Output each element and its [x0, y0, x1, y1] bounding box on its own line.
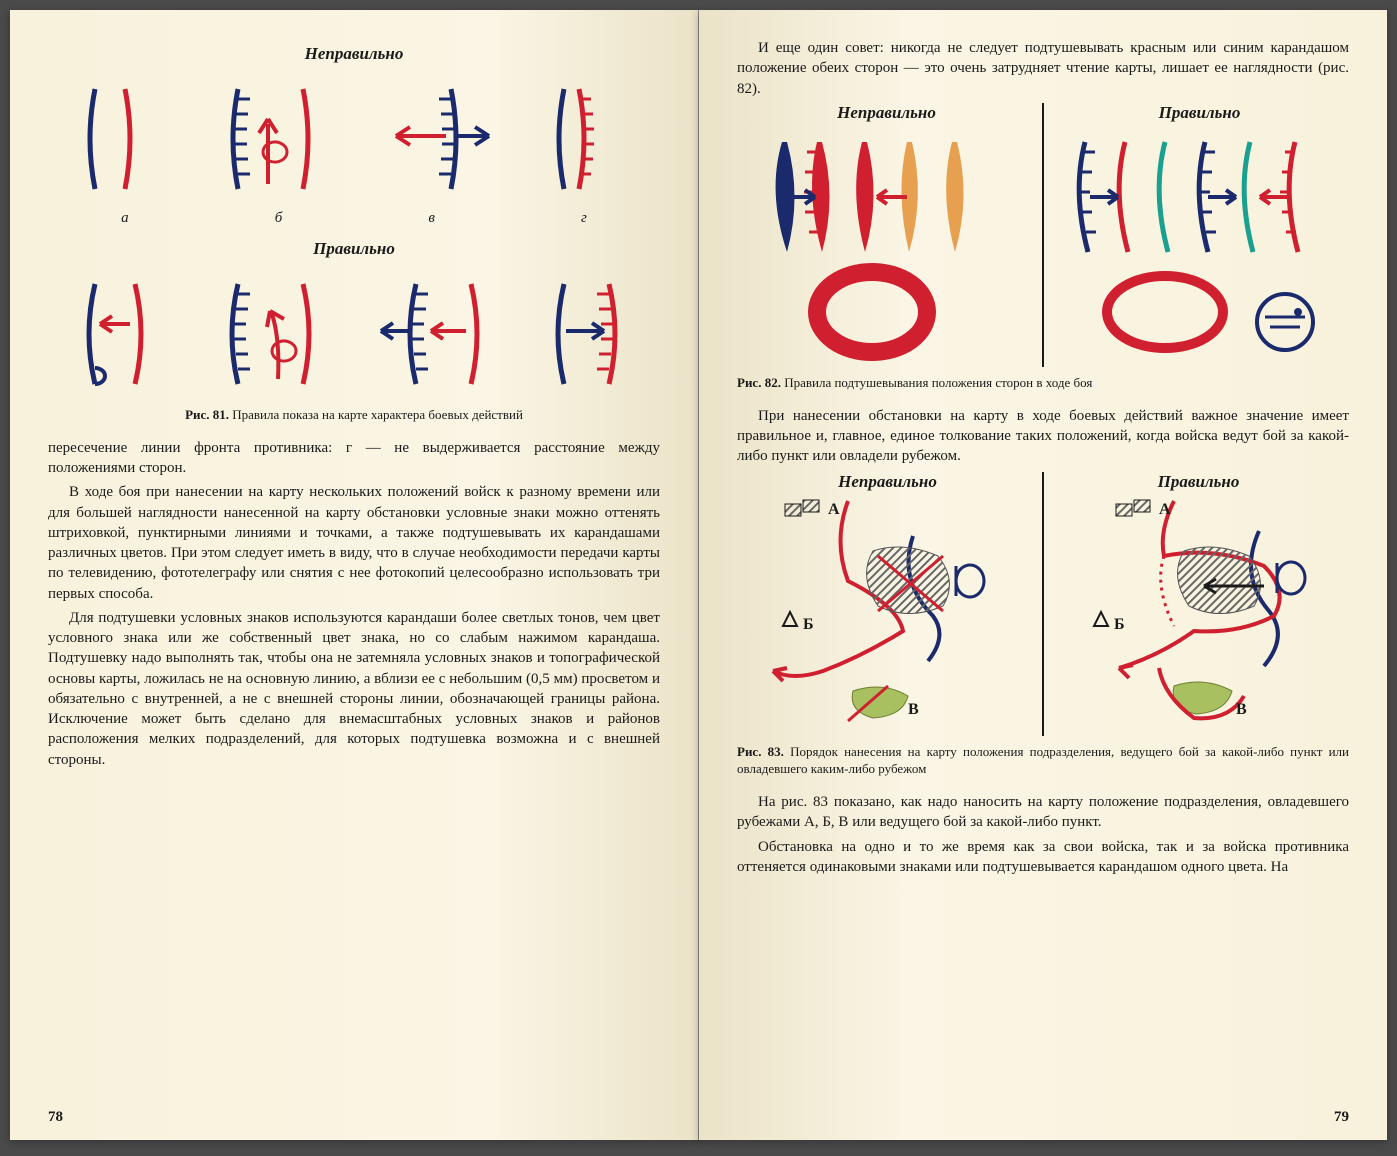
- right-para2: При нанесении обстановки на карту в ходе…: [737, 406, 1349, 467]
- left-para3: Для подтушевки условных знаков использую…: [48, 608, 660, 770]
- right-para1-text: И еще один совет: никогда не следует под…: [737, 40, 1349, 97]
- fig82: Неправильно: [737, 103, 1349, 367]
- fig83-caption-text: Порядок нанесения на карту положения под…: [737, 744, 1349, 776]
- fig81-sublabels: а б в г: [48, 210, 660, 227]
- fig83-caption: Рис. 83. Порядок нанесения на карту поло…: [737, 744, 1349, 778]
- page-number-right: 79: [1334, 1109, 1349, 1126]
- page-number-left: 78: [48, 1109, 63, 1126]
- fig82-correct-svg: [1060, 127, 1340, 362]
- fig81-a-correct: [65, 269, 175, 399]
- fig81-v-correct: [371, 269, 501, 399]
- left-para2: В ходе боя при нанесении на карту нескол…: [48, 482, 660, 604]
- book-spread: Неправильно: [10, 10, 1387, 1140]
- svg-text:В: В: [1236, 701, 1247, 718]
- fig82-caption: Рис. 82. Правила подтушевывания положени…: [737, 375, 1349, 392]
- fig82-separator: [1042, 103, 1044, 367]
- right-para1: И еще один совет: никогда не следует под…: [737, 38, 1349, 99]
- fig81-a-wrong: [65, 74, 175, 204]
- fig81-correct-row: [48, 269, 660, 399]
- fig82-correct-col: Правильно: [1050, 103, 1349, 367]
- left-para1: пересечение линии фронта противника: г —…: [48, 438, 660, 479]
- svg-text:В: В: [908, 701, 919, 718]
- svg-text:А: А: [828, 501, 840, 518]
- left-para3-text: Для подтушевки условных знаков использую…: [48, 610, 660, 768]
- fig83-wrong-col: Неправильно: [737, 472, 1038, 736]
- fig81-b-correct: [208, 269, 338, 399]
- fig83-caption-bold: Рис. 83.: [737, 744, 784, 759]
- fig81-caption-text: Правила показа на карте характера боевых…: [229, 407, 523, 422]
- fig81-wrong-title: Неправильно: [48, 44, 660, 64]
- fig83: Неправильно: [737, 472, 1349, 736]
- fig81-wrong-row: [48, 74, 660, 204]
- right-para4-text: Обстановка на одно и то же время как за …: [737, 839, 1349, 875]
- fig83-correct-title: Правильно: [1048, 472, 1349, 492]
- page-right: И еще один совет: никогда не следует под…: [699, 10, 1387, 1140]
- fig81-g-wrong: [534, 74, 644, 204]
- fig81-b-wrong: [208, 74, 338, 204]
- fig83-wrong-title: Неправильно: [737, 472, 1038, 492]
- fig83-wrong-svg: А Б В: [753, 496, 1023, 731]
- fig83-correct-svg: А Б В: [1064, 496, 1334, 731]
- fig82-caption-text: Правила подтушевывания положения сторон …: [781, 375, 1092, 390]
- fig81-v-wrong: [371, 74, 501, 204]
- right-para4: Обстановка на одно и то же время как за …: [737, 837, 1349, 878]
- right-para3-text: На рис. 83 показано, как надо наносить н…: [737, 794, 1349, 830]
- page-left: Неправильно: [10, 10, 699, 1140]
- fig81-label-g: г: [581, 210, 587, 227]
- fig81-correct-title: Правильно: [48, 239, 660, 259]
- fig81-label-v: в: [428, 210, 435, 227]
- fig81-label-b: б: [275, 210, 283, 227]
- fig82-correct-title: Правильно: [1050, 103, 1349, 123]
- fig83-correct-col: Правильно: [1048, 472, 1349, 736]
- svg-text:А: А: [1159, 501, 1171, 518]
- svg-text:Б: Б: [1114, 616, 1125, 633]
- fig82-caption-bold: Рис. 82.: [737, 375, 781, 390]
- fig81-caption: Рис. 81. Правила показа на карте характе…: [48, 407, 660, 424]
- fig82-wrong-col: Неправильно: [737, 103, 1036, 367]
- fig82-wrong-svg: [757, 127, 1017, 362]
- svg-text:Б: Б: [803, 616, 814, 633]
- right-para3: На рис. 83 показано, как надо наносить н…: [737, 792, 1349, 833]
- fig81-label-a: а: [121, 210, 129, 227]
- fig81-g-correct: [534, 269, 644, 399]
- fig82-wrong-title: Неправильно: [737, 103, 1036, 123]
- left-para2-text: В ходе боя при нанесении на карту нескол…: [48, 484, 660, 601]
- fig81-caption-bold: Рис. 81.: [185, 407, 229, 422]
- right-para2-text: При нанесении обстановки на карту в ходе…: [737, 408, 1349, 465]
- fig83-separator: [1042, 472, 1044, 736]
